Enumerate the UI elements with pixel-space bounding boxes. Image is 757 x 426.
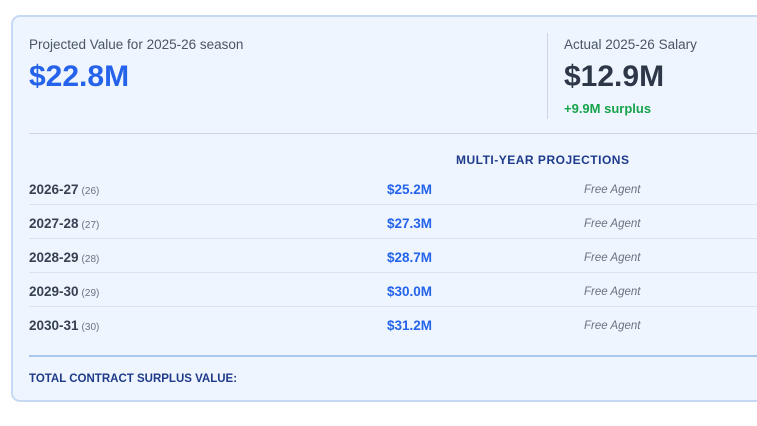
season-label: 2029-30 — [29, 284, 79, 299]
season-cell: 2030-31 (30) — [29, 318, 99, 333]
section-divider — [29, 133, 757, 134]
salary-value: $12.9M — [564, 60, 665, 93]
contract-status: Free Agent — [584, 184, 641, 196]
season-label: 2027-28 — [29, 216, 79, 231]
age-label: (28) — [81, 254, 100, 265]
projected-amount: $25.2M — [386, 182, 432, 197]
surplus-value: +9.9M surplus — [564, 101, 652, 116]
table-row: 2028-29 (28) $28.7M Free Agent — [29, 239, 757, 273]
age-label: (29) — [81, 288, 100, 299]
salary-label: Actual 2025-26 Salary — [564, 37, 697, 52]
contract-status: Free Agent — [584, 252, 641, 264]
projected-amount: $28.7M — [386, 250, 432, 265]
projected-amount: $30.0M — [386, 284, 432, 299]
projections-table: 2026-27 (26) $25.2M Free Agent 2027-28 (27… — [29, 171, 757, 340]
age-label: (26) — [81, 186, 100, 197]
season-cell: 2028-29 (28) — [29, 250, 99, 265]
contract-status: Free Agent — [584, 286, 641, 298]
total-surplus-label: TOTAL CONTRACT SURPLUS VALUE: — [29, 373, 238, 385]
projected-amount: $31.2M — [386, 318, 432, 333]
season-label: 2026-27 — [29, 182, 79, 197]
season-cell: 2026-27 (26) — [29, 182, 99, 197]
projected-amount: $27.3M — [386, 216, 432, 231]
season-label: 2030-31 — [29, 318, 79, 333]
age-label: (27) — [81, 220, 100, 231]
season-label: 2028-29 — [29, 250, 79, 265]
contract-status: Free Agent — [584, 320, 641, 332]
season-cell: 2029-30 (29) — [29, 284, 99, 299]
table-row: 2026-27 (26) $25.2M Free Agent — [29, 171, 757, 205]
projections-title: MULTI-YEAR PROJECTIONS — [456, 153, 630, 167]
projected-value-label: Projected Value for 2025-26 season — [29, 37, 244, 52]
age-label: (30) — [81, 322, 100, 333]
value-card: Projected Value for 2025-26 season $22.8… — [11, 15, 757, 402]
projected-value: $22.8M — [29, 60, 130, 93]
summary-section: Projected Value for 2025-26 season $22.8… — [13, 17, 757, 135]
total-divider — [29, 355, 757, 357]
contract-status: Free Agent — [584, 218, 641, 230]
table-row: 2029-30 (29) $30.0M Free Agent — [29, 273, 757, 307]
vertical-divider — [547, 33, 548, 119]
season-cell: 2027-28 (27) — [29, 216, 99, 231]
table-row: 2030-31 (30) $31.2M Free Agent — [29, 307, 757, 340]
table-row: 2027-28 (27) $27.3M Free Agent — [29, 205, 757, 239]
